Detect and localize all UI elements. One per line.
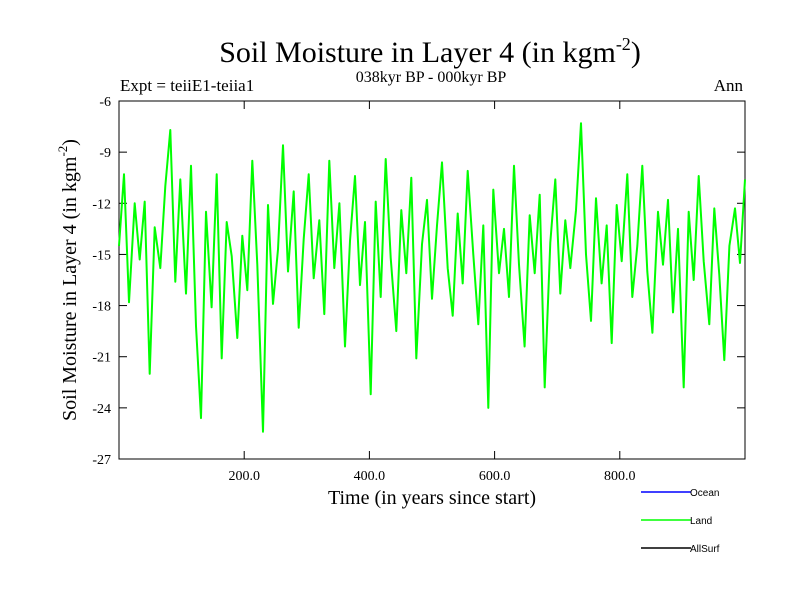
x-axis-label: Time (in years since start) xyxy=(328,487,536,509)
y-axis-label-main: Soil Moisture in Layer 4 (in kgm xyxy=(59,156,81,421)
chart-title-main: Soil Moisture in Layer 4 (in kgm xyxy=(219,36,616,69)
season-label: Ann xyxy=(714,76,744,95)
y-tick-label: -21 xyxy=(92,351,111,366)
y-tick-label: -27 xyxy=(92,453,111,468)
x-tick-label: 600.0 xyxy=(479,469,511,484)
chart-subtitle: 038kyr BP - 000kyr BP xyxy=(356,69,507,86)
series-line-land xyxy=(118,122,746,433)
y-tick-label: -18 xyxy=(92,300,111,315)
legend-label-ocean: Ocean xyxy=(690,488,719,499)
y-tick-label: -12 xyxy=(92,197,111,212)
y-tick-label: -6 xyxy=(99,95,111,110)
y-tick-label: -24 xyxy=(92,402,111,417)
legend-label-allsurf: AllSurf xyxy=(690,544,720,555)
x-tick-label: 800.0 xyxy=(604,469,636,484)
plot-frame xyxy=(118,100,746,460)
chart-title: Soil Moisture in Layer 4 (in kgm-2) xyxy=(219,34,641,69)
y-axis-label: Soil Moisture in Layer 4 (in kgm-2) xyxy=(55,139,81,421)
experiment-label: Expt = teiiE1-teiia1 xyxy=(120,76,254,95)
legend: Ocean Land AllSurf xyxy=(641,488,720,555)
series-layer xyxy=(118,122,746,433)
y-tick-label: -15 xyxy=(92,248,111,263)
legend-label-land: Land xyxy=(690,516,712,527)
y-axis-label-superscript: -2 xyxy=(55,146,70,157)
x-tick-label: 400.0 xyxy=(354,469,386,484)
chart-title-superscript: -2 xyxy=(616,34,631,54)
y-axis: -6 -9 -12 -15 -18 -21 -24 -27 xyxy=(92,95,745,468)
y-axis-label-close: ) xyxy=(59,139,81,146)
x-axis: 200.0 400.0 600.0 800.0 xyxy=(228,101,636,484)
y-tick-label: -9 xyxy=(99,146,111,161)
chart-title-close: ) xyxy=(631,36,641,69)
x-tick-label: 200.0 xyxy=(228,469,260,484)
